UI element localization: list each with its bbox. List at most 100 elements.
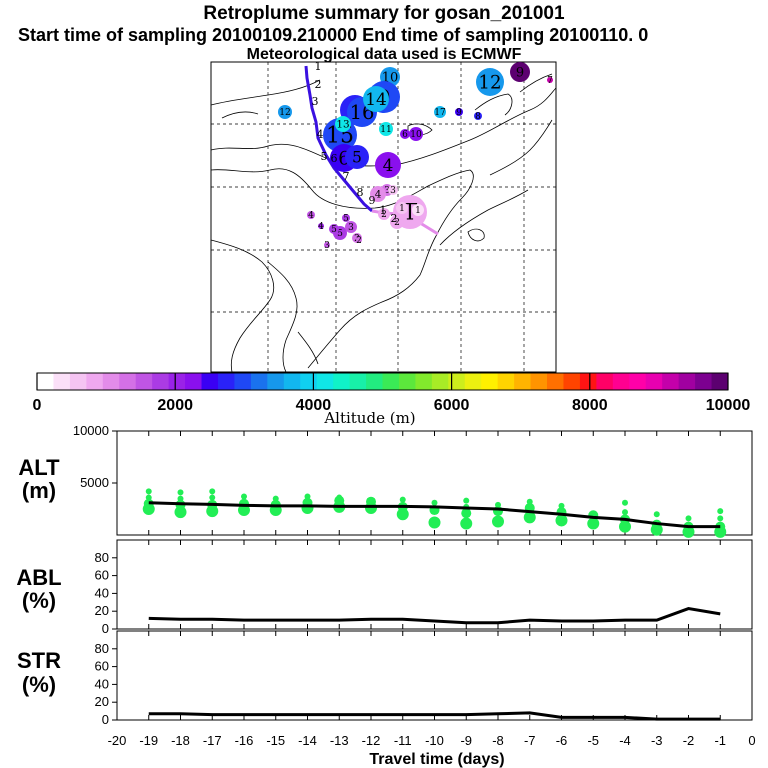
map-cluster-circle	[434, 106, 446, 118]
x-tick-label: -19	[139, 733, 158, 748]
map-cluster-circle	[278, 105, 292, 119]
alt-cluster-point	[523, 511, 536, 524]
x-tick-label: -12	[362, 733, 381, 748]
alt-cluster-point	[145, 488, 152, 495]
y-tick-label: 80	[95, 641, 109, 656]
map-cluster-circle	[329, 224, 339, 234]
y-tick-label: 40	[95, 676, 109, 691]
map-cluster-label: 3	[384, 186, 390, 196]
x-tick-label: -20	[108, 733, 127, 748]
map-cluster-circle	[378, 208, 390, 220]
x-tick-label: -18	[171, 733, 190, 748]
x-tick-label: -7	[524, 733, 536, 748]
alt-cluster-point	[558, 502, 565, 509]
alt-cluster-point	[174, 506, 187, 519]
colorbar-cell	[185, 373, 203, 390]
map-cluster-circle	[390, 215, 404, 229]
colorbar-cell	[349, 373, 367, 390]
alt-cluster-point	[209, 494, 216, 501]
trajectory-day-label: 3	[312, 95, 319, 108]
y-tick-label: 60	[95, 568, 109, 583]
alt-ylabel: ALT	[18, 455, 60, 480]
alt-cluster-point	[431, 499, 438, 506]
map-cluster-label: 12	[279, 108, 291, 118]
colorbar-tick-label: 2000	[157, 397, 193, 414]
map-cluster-circle	[363, 86, 389, 112]
abl-frame	[116, 539, 753, 630]
colorbar-cell	[135, 373, 153, 390]
x-tick-label: -3	[651, 733, 663, 748]
y-tick-label: 10000	[73, 423, 109, 438]
map-cluster-label: 13	[336, 119, 349, 131]
map-cluster-circle	[409, 127, 423, 141]
map-cluster-circle	[547, 77, 553, 83]
map-cluster-circle	[412, 204, 424, 216]
alt-cluster-point	[717, 508, 724, 515]
map-cluster-label: 7	[547, 76, 553, 86]
colorbar-cell	[497, 373, 515, 390]
colorbar-cell	[69, 373, 87, 390]
map-cluster-label: 5	[343, 214, 349, 224]
colorbar-cell	[612, 373, 630, 390]
colorbar-cell	[102, 373, 120, 390]
map-cluster-label: 5	[337, 229, 343, 239]
map-cluster-circle	[510, 62, 530, 82]
y-tick-label: 5000	[80, 475, 109, 490]
map-cluster-circle	[388, 185, 398, 195]
trajectory-day-label: 8	[357, 186, 364, 199]
map-cluster-circle	[324, 242, 330, 248]
x-tick-label: -15	[266, 733, 285, 748]
colorbar-tick-label: 6000	[434, 397, 470, 414]
colorbar-cell	[514, 373, 532, 390]
map-cluster-label: 10	[410, 130, 422, 140]
colorbar-cell	[119, 373, 137, 390]
alt-cluster-point	[272, 495, 279, 502]
map-cluster-label: 3	[324, 241, 330, 251]
y-tick-label: 0	[102, 712, 109, 727]
x-tick-label: -2	[683, 733, 695, 748]
map-cluster-circle	[400, 129, 410, 139]
alt-cluster-point	[177, 495, 184, 502]
colorbar-cell	[53, 373, 71, 390]
colorbar-cell	[563, 373, 581, 390]
map-cluster-circle	[318, 223, 324, 229]
colorbar-title: Altitude (m)	[323, 409, 415, 427]
colorbar-cell	[37, 373, 54, 390]
alt-cluster-point	[492, 515, 504, 528]
x-tick-label: -17	[203, 733, 222, 748]
colorbar-cell	[300, 373, 318, 390]
colorbar-cell	[448, 373, 466, 390]
colorbar-cell	[152, 373, 170, 390]
x-tick-label: -5	[587, 733, 599, 748]
alt-cluster-point	[399, 496, 406, 503]
trajectory-day-label: 1	[380, 204, 387, 217]
abl-ylabel-unit: (%)	[22, 588, 56, 613]
colorbar-tick-label: 8000	[572, 397, 608, 414]
alt-cluster-point	[619, 520, 631, 533]
colorbar-cell	[201, 373, 219, 390]
abl-ylabel: ABL	[16, 565, 61, 590]
map-panel: T121098915161417131161012543431221455329…	[210, 60, 557, 373]
trajectory-day-label: 2	[315, 78, 322, 91]
mean-trajectory	[304, 65, 373, 213]
x-tick-label: 0	[748, 733, 755, 748]
colorbar-cell	[234, 373, 252, 390]
alt-mean-line	[148, 501, 721, 529]
alt-cluster-point	[461, 508, 472, 519]
y-tick-label: 20	[95, 694, 109, 709]
sampling-times: Start time of sampling 20100109.210000 E…	[18, 25, 649, 45]
chart-title: Retroplume summary for gosan_201001	[203, 3, 565, 24]
colorbar-tick-label: 10000	[706, 397, 751, 414]
map-cluster-label: 3	[390, 186, 396, 196]
alt-panel: ALT (m) 5000 10000	[18, 423, 753, 538]
alt-cluster-point	[622, 499, 628, 506]
x-tick-label: -1	[714, 733, 726, 748]
str-ylabel: STR	[17, 648, 61, 673]
trajectory-day-label: 5	[321, 150, 328, 163]
x-tick-label: -8	[492, 733, 504, 748]
map-cluster-circle	[476, 68, 504, 96]
alt-cluster-point	[366, 496, 376, 507]
map-cluster-label: 5	[352, 148, 362, 166]
map-cluster-circle	[345, 145, 369, 169]
colorbar-cell	[415, 373, 433, 390]
